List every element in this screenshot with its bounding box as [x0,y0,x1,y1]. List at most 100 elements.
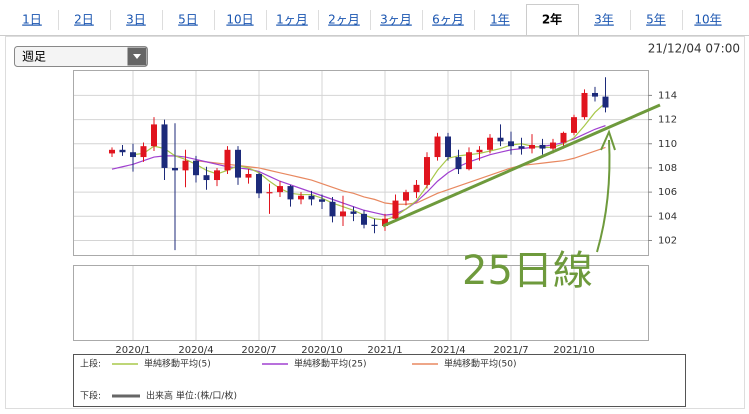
candle-body [172,167,178,171]
candle-body [161,124,168,168]
candle-body [119,149,126,153]
price-panel [73,70,649,256]
x-tick-label: 2021/4 [430,345,465,356]
candle-body [466,152,472,170]
candle-body [571,117,577,133]
y-tick-label: 102 [658,235,677,246]
dropdown[interactable]: 週足 [14,46,148,67]
x-tick-label: 2020/7 [241,345,276,356]
legend-upper-label: 上段: [80,358,101,370]
tab[interactable]: 6ヶ月 [432,13,464,27]
candle-body [539,144,546,149]
candle-body [340,211,346,217]
tab[interactable]: 2日 [74,13,94,27]
ma-line [195,146,606,205]
candle-body [529,144,535,149]
candle-body [193,160,199,176]
tab[interactable]: 1日 [22,13,42,27]
tab[interactable]: 2年 [542,12,562,27]
candle-body [403,192,409,201]
candle-body [277,186,283,193]
candle-body [350,211,357,214]
legend-label: 単純移動平均(25) [294,358,366,370]
candle-body [256,173,262,194]
tab[interactable]: 2ヶ月 [328,13,360,27]
candle-body [560,132,567,143]
tab[interactable]: 1ヶ月 [276,13,308,27]
y-tick-label: 112 [658,115,677,126]
candle-body [602,96,609,108]
candle-body [445,136,451,158]
candle-body [392,200,399,219]
annotation-text: 25日線 [462,248,593,294]
x-tick-label: 2020/10 [301,345,343,356]
candle-body [308,195,315,200]
tab[interactable]: 1年 [490,13,510,27]
candle-body [203,175,210,181]
ma-line [132,102,606,221]
candle-body [550,142,556,149]
tab[interactable]: 5日 [178,13,198,27]
y-tick-label: 106 [658,187,677,198]
dropdown-box[interactable] [14,46,148,67]
candle-body [329,201,336,217]
tab[interactable]: 3年 [594,13,614,27]
x-tick-label: 2021/10 [553,345,595,356]
tab-active-bg [526,4,579,36]
annotation-arrow [596,139,611,253]
candle-body [361,213,367,225]
trend-line [382,103,661,228]
candle-body [476,149,483,153]
candle-body [140,146,147,158]
hand-annotation: 25日線 [382,103,661,294]
legend-volume-label: 出来高 単位:(株/口/枚) [146,390,237,402]
timestamp: 21/12/04 07:00 [648,42,740,56]
candle-body [287,186,294,200]
volume-panel [73,265,649,341]
candle-body [413,184,420,193]
candle-body [130,152,136,158]
candle-body [214,170,220,181]
y-tick-label: 110 [658,139,677,150]
y-tick-label: 114 [658,90,677,101]
dropdown-arrow [133,54,141,59]
tab[interactable]: 10日 [226,13,253,27]
x-tick-label: 2021/1 [367,345,402,356]
candle-body [424,157,430,185]
candle-body [266,192,273,194]
dropdown-label: 週足 [22,50,46,64]
candle-body [592,92,598,97]
candle-body [109,149,115,154]
legend-label: 単純移動平均(50) [444,358,516,370]
candle-body [224,149,231,171]
y-tick-label: 108 [658,163,677,174]
candle-body [319,199,325,202]
candle-body [371,224,378,226]
tab-bar: 1日 2日 3日 5日 10日 1ヶ月 2ヶ月 3ヶ月 6ヶ月 1年 2年 3年 5年 10年 [0,4,749,36]
tab[interactable]: 5年 [646,13,666,27]
plot: 102 104 106 108 110 112 114 2020/1 2020/4 2020/7 2… [74,71,677,356]
legend-label: 単純移動平均(5) [144,358,211,370]
candle-body [518,146,525,149]
candle-body [508,141,514,147]
tab[interactable]: 3日 [126,13,146,27]
candle-body [581,92,588,118]
tab[interactable]: 10年 [694,13,721,27]
candle-body [151,124,157,147]
annotation-arrowhead [600,129,616,151]
candle-body [245,173,252,178]
x-tick-label: 2020/1 [115,345,150,356]
candle-body [182,160,189,171]
x-tick-label: 2020/4 [178,345,213,356]
candle-body [497,137,504,142]
tab[interactable]: 3ヶ月 [380,13,412,27]
candle-body [298,195,304,200]
candle-body [235,149,241,178]
candle-body [487,137,493,150]
legend-lower-label: 下段: [80,390,101,402]
legend: 上段: 下段: 出来高 単位:(株/口/枚) 単純移動平均(5) 単純移動平均(2… [73,354,686,407]
x-tick-label: 2021/7 [493,345,528,356]
legend-box [73,354,686,407]
candle-body [434,136,441,158]
